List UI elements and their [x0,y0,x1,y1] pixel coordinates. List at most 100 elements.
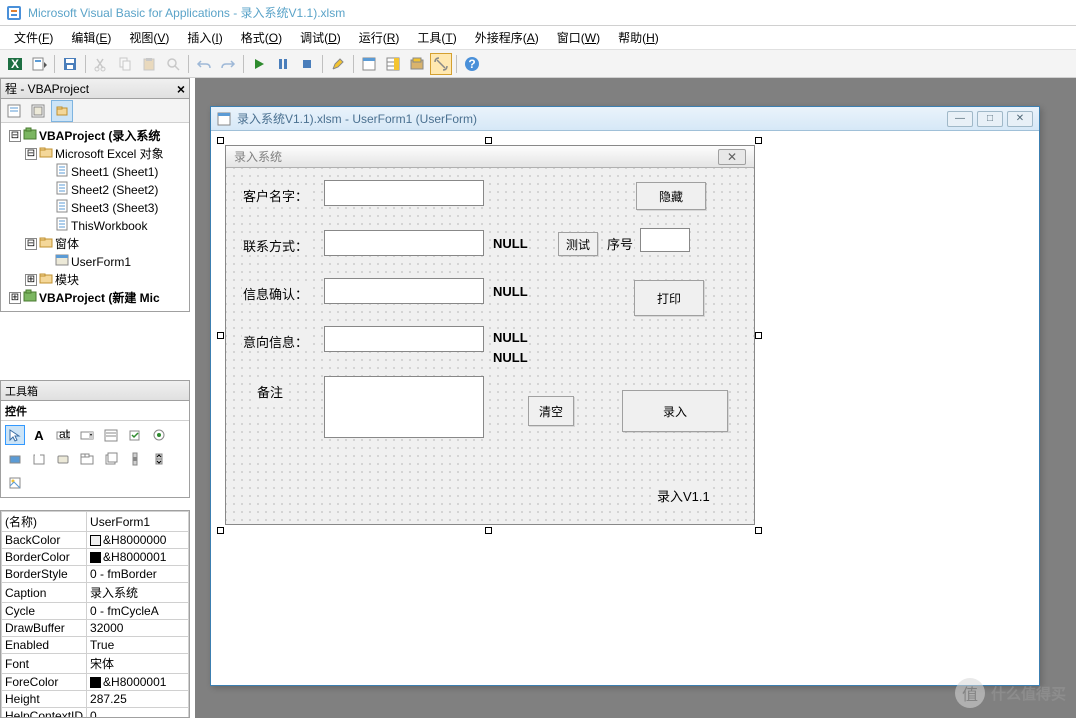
properties-icon[interactable] [382,53,404,75]
tree-node[interactable]: UserForm1 [3,253,187,271]
paste-icon[interactable] [138,53,160,75]
menu-v[interactable]: 视图(V) [121,26,177,49]
button-print[interactable]: 打印 [634,280,704,316]
menu-d[interactable]: 调试(D) [292,26,349,49]
button-test[interactable]: 测试 [558,232,598,256]
property-row[interactable]: Cycle0 - fmCycleA [2,603,189,620]
close-icon[interactable]: ✕ [1007,111,1033,127]
view-code-icon[interactable] [3,100,25,122]
null-text-2: NULL [492,284,529,299]
tool-tabstrip-icon[interactable] [77,449,97,469]
input-remark[interactable] [324,376,484,438]
property-row[interactable]: BorderStyle0 - fmBorder [2,566,189,583]
label-remark: 备注 [256,382,284,401]
property-row[interactable]: DrawBuffer32000 [2,620,189,637]
maximize-icon[interactable]: □ [977,111,1003,127]
tool-multipage-icon[interactable] [101,449,121,469]
tool-spinbutton-icon[interactable] [149,449,169,469]
watermark: 值 什么值得买 [955,678,1066,708]
menu-w[interactable]: 窗口(W) [549,26,608,49]
tree-node[interactable]: ⊞ 模块 [3,271,187,289]
excel-icon[interactable]: X [4,53,26,75]
save-icon[interactable] [59,53,81,75]
minimize-icon[interactable]: — [947,111,973,127]
tree-node[interactable]: Sheet2 (Sheet2) [3,181,187,199]
menu-f[interactable]: 文件(F) [6,26,61,49]
undo-icon[interactable] [193,53,215,75]
stop-icon[interactable] [296,53,318,75]
tree-node[interactable]: Sheet1 (Sheet1) [3,163,187,181]
menu-i[interactable]: 插入(I) [179,26,230,49]
project-panel-close-icon[interactable]: × [177,81,185,97]
find-icon[interactable] [162,53,184,75]
button-clear[interactable]: 清空 [528,396,574,426]
property-row[interactable]: EnabledTrue [2,637,189,654]
input-serial[interactable] [640,228,690,252]
property-row[interactable]: HelpContextID0 [2,708,189,718]
label-contact: 联系方式： [242,236,309,255]
copy-icon[interactable] [114,53,136,75]
button-submit[interactable]: 录入 [622,390,728,432]
tool-combobox-icon[interactable] [77,425,97,445]
tool-label-icon[interactable]: A [29,425,49,445]
tool-textbox-icon[interactable]: ab [53,425,73,445]
menu-r[interactable]: 运行(R) [351,26,408,49]
watermark-badge: 值 [955,678,985,708]
tool-togglebutton-icon[interactable] [5,449,25,469]
form-window-title-bar[interactable]: 录入系统V1.1).xlsm - UserForm1 (UserForm) — … [211,107,1039,131]
redo-icon[interactable] [217,53,239,75]
input-info-confirm[interactable] [324,278,484,304]
toolbox-panel: 工具箱 控件 A ab [0,380,190,498]
run-icon[interactable] [248,53,270,75]
userform[interactable]: 录入系统 ✕ 客户名字： 联系方式： NULL 信息确认： NULL 意向信息：… [225,145,755,525]
input-intention[interactable] [324,326,484,352]
menu-o[interactable]: 格式(O) [233,26,290,49]
tool-image-icon[interactable] [5,473,25,493]
menu-e[interactable]: 编辑(E) [63,26,119,49]
tool-commandbutton-icon[interactable] [53,449,73,469]
toolbox-icon[interactable] [430,53,452,75]
menu-a[interactable]: 外接程序(A) [467,26,547,49]
properties-table[interactable]: (名称)UserForm1BackColor&H8000000BorderCol… [1,511,189,718]
pause-icon[interactable] [272,53,294,75]
cut-icon[interactable] [90,53,112,75]
userform-body[interactable]: 客户名字： 联系方式： NULL 信息确认： NULL 意向信息： NULL N… [226,168,754,524]
object-browser-icon[interactable] [406,53,428,75]
tool-frame-icon[interactable] [29,449,49,469]
tree-node[interactable]: ⊟ VBAProject (录入系统 [3,127,187,145]
property-row[interactable]: (名称)UserForm1 [2,512,189,532]
null-text-3: NULL [492,330,529,345]
tool-optionbutton-icon[interactable] [149,425,169,445]
insert-dropdown-icon[interactable] [28,53,50,75]
input-customer-name[interactable] [324,180,484,206]
tree-node[interactable]: ⊟ 窗体 [3,235,187,253]
project-tree[interactable]: ⊟ VBAProject (录入系统⊟ Microsoft Excel 对象 S… [1,123,189,311]
property-row[interactable]: BorderColor&H8000001 [2,549,189,566]
menu-t[interactable]: 工具(T) [409,26,464,49]
main-toolbar: X ? [0,50,1076,78]
userform-close-icon[interactable]: ✕ [718,149,746,165]
tree-node[interactable]: ThisWorkbook [3,217,187,235]
tool-checkbox-icon[interactable] [125,425,145,445]
help-icon[interactable]: ? [461,53,483,75]
project-explorer-panel: 程 - VBAProject × ⊟ VBAProject (录入系统⊟ Mic… [0,78,190,312]
toggle-folders-icon[interactable] [51,100,73,122]
tool-listbox-icon[interactable] [101,425,121,445]
tool-scrollbar-icon[interactable] [125,449,145,469]
menu-h[interactable]: 帮助(H) [610,26,667,49]
tree-node[interactable]: ⊟ Microsoft Excel 对象 [3,145,187,163]
project-explorer-icon[interactable] [358,53,380,75]
design-mode-icon[interactable] [327,53,349,75]
input-contact[interactable] [324,230,484,256]
button-hide[interactable]: 隐藏 [636,182,706,210]
property-row[interactable]: ForeColor&H8000001 [2,674,189,691]
property-row[interactable]: Height287.25 [2,691,189,708]
tool-pointer-icon[interactable] [5,425,25,445]
property-row[interactable]: Caption录入系统 [2,583,189,603]
property-row[interactable]: Font宋体 [2,654,189,674]
view-object-icon[interactable] [27,100,49,122]
property-row[interactable]: BackColor&H8000000 [2,532,189,549]
tree-node[interactable]: ⊞ VBAProject (新建 Mic [3,289,187,307]
toolbox-tab-controls[interactable]: 控件 [1,401,189,421]
tree-node[interactable]: Sheet3 (Sheet3) [3,199,187,217]
